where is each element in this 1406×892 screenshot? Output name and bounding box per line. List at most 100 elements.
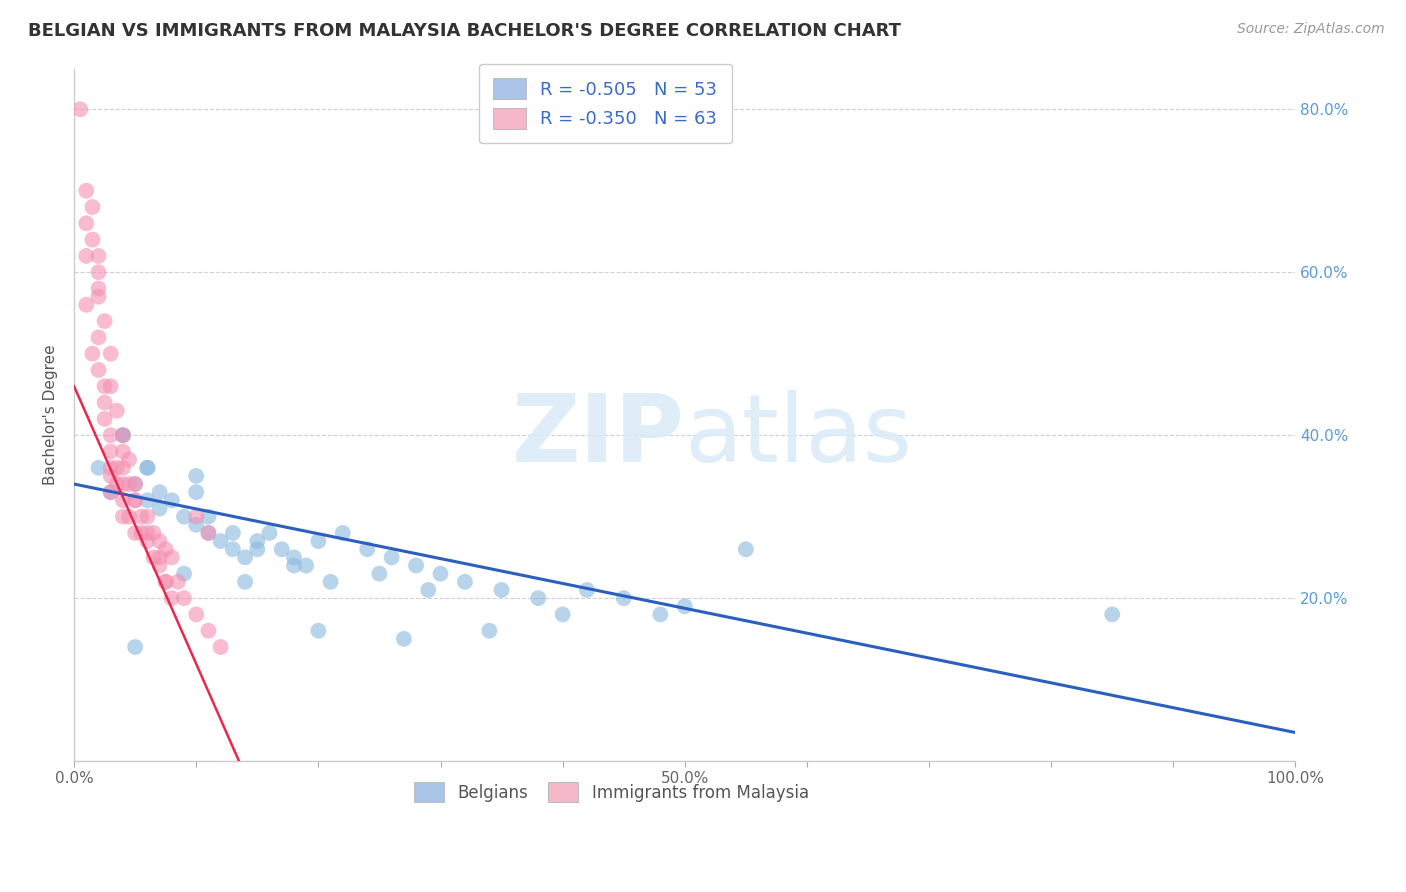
Text: BELGIAN VS IMMIGRANTS FROM MALAYSIA BACHELOR'S DEGREE CORRELATION CHART: BELGIAN VS IMMIGRANTS FROM MALAYSIA BACH… <box>28 22 901 40</box>
Point <box>155 574 177 589</box>
Point <box>142 550 165 565</box>
Point <box>233 574 256 589</box>
Point <box>129 525 152 540</box>
Point <box>75 249 97 263</box>
Point <box>87 460 110 475</box>
Point <box>233 550 256 565</box>
Point <box>283 558 305 573</box>
Point <box>454 574 477 589</box>
Point <box>186 509 208 524</box>
Point <box>246 542 269 557</box>
Text: ZIP: ZIP <box>512 390 685 482</box>
Point <box>186 517 208 532</box>
Point <box>100 485 122 500</box>
Point <box>283 550 305 565</box>
Point <box>197 525 219 540</box>
Point <box>105 460 128 475</box>
Point <box>111 477 134 491</box>
Point <box>111 428 134 442</box>
Point <box>186 469 208 483</box>
Point <box>246 534 269 549</box>
Point <box>124 477 146 491</box>
Point <box>111 460 134 475</box>
Point <box>197 525 219 540</box>
Point <box>75 298 97 312</box>
Point <box>100 469 122 483</box>
Point <box>613 591 636 606</box>
Point <box>105 477 128 491</box>
Point <box>87 265 110 279</box>
Point <box>186 485 208 500</box>
Point <box>82 347 104 361</box>
Point <box>173 566 195 581</box>
Point <box>111 444 134 458</box>
Point <box>173 509 195 524</box>
Point <box>93 379 115 393</box>
Point <box>118 452 141 467</box>
Point <box>155 574 177 589</box>
Point <box>160 550 183 565</box>
Point <box>118 477 141 491</box>
Y-axis label: Bachelor's Degree: Bachelor's Degree <box>44 344 58 485</box>
Point <box>124 477 146 491</box>
Point <box>149 550 172 565</box>
Point <box>197 624 219 638</box>
Legend: Belgians, Immigrants from Malaysia: Belgians, Immigrants from Malaysia <box>401 769 823 815</box>
Point <box>209 640 232 654</box>
Point <box>1101 607 1123 622</box>
Point <box>111 428 134 442</box>
Point <box>173 591 195 606</box>
Point <box>93 395 115 409</box>
Point <box>100 428 122 442</box>
Text: atlas: atlas <box>685 390 912 482</box>
Point <box>160 493 183 508</box>
Point <box>392 632 415 646</box>
Point <box>118 509 141 524</box>
Point <box>155 542 177 557</box>
Point <box>100 444 122 458</box>
Point <box>87 330 110 344</box>
Point <box>527 591 550 606</box>
Point <box>551 607 574 622</box>
Point <box>87 363 110 377</box>
Point <box>209 534 232 549</box>
Point <box>82 233 104 247</box>
Point <box>136 534 159 549</box>
Point <box>332 525 354 540</box>
Point <box>149 534 172 549</box>
Point <box>222 542 245 557</box>
Point <box>673 599 696 614</box>
Point <box>111 509 134 524</box>
Point <box>149 501 172 516</box>
Point <box>222 525 245 540</box>
Point <box>124 525 146 540</box>
Point <box>82 200 104 214</box>
Point <box>650 607 672 622</box>
Point <box>149 558 172 573</box>
Point <box>259 525 281 540</box>
Point <box>478 624 501 638</box>
Point <box>197 509 219 524</box>
Point <box>149 485 172 500</box>
Text: Source: ZipAtlas.com: Source: ZipAtlas.com <box>1237 22 1385 37</box>
Point <box>87 281 110 295</box>
Point <box>167 574 190 589</box>
Point <box>136 460 159 475</box>
Point <box>69 102 91 116</box>
Point <box>124 640 146 654</box>
Point <box>136 509 159 524</box>
Point <box>100 485 122 500</box>
Point <box>100 379 122 393</box>
Point <box>124 493 146 508</box>
Point <box>136 525 159 540</box>
Point <box>307 534 329 549</box>
Point <box>576 582 599 597</box>
Point <box>491 582 513 597</box>
Point <box>160 591 183 606</box>
Point <box>319 574 342 589</box>
Point <box>124 493 146 508</box>
Point <box>307 624 329 638</box>
Point <box>93 412 115 426</box>
Point <box>734 542 756 557</box>
Point <box>418 582 440 597</box>
